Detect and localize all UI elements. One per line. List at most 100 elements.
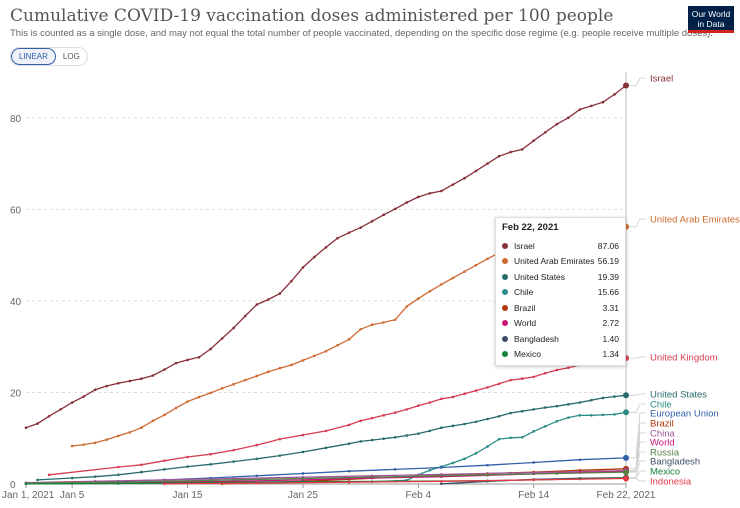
scale-toggle: LINEAR LOG	[10, 47, 88, 66]
tooltip-country-name: Bangladesh	[514, 333, 559, 344]
data-point	[382, 213, 385, 217]
data-point	[290, 363, 293, 367]
label-connector	[629, 478, 646, 482]
label-connector	[629, 403, 646, 413]
data-point	[532, 430, 535, 433]
data-point	[278, 437, 282, 441]
data-point	[93, 388, 97, 391]
data-point	[197, 395, 201, 399]
series-label: United Kingdom	[650, 353, 718, 364]
data-point	[209, 452, 212, 456]
data-point	[440, 479, 443, 483]
data-point	[324, 446, 328, 450]
data-point	[163, 468, 166, 471]
data-point	[613, 93, 616, 96]
data-point	[543, 406, 547, 409]
data-point	[578, 401, 582, 404]
series-label: Bangladesh	[650, 457, 700, 468]
label-connector	[629, 393, 646, 396]
data-point	[393, 411, 397, 414]
tooltip-row: Brazil 3.31	[502, 300, 619, 316]
data-point	[232, 382, 235, 386]
data-point	[440, 283, 443, 286]
data-point	[555, 404, 559, 408]
data-point	[324, 429, 328, 433]
owid-logo[interactable]: Our World in Data	[688, 6, 734, 33]
tooltip-color-dot	[502, 242, 508, 249]
linear-scale-button[interactable]: LINEAR	[11, 48, 56, 65]
series-label: Indonesia	[650, 477, 692, 488]
data-point	[197, 355, 201, 359]
data-point	[243, 378, 247, 382]
data-point	[405, 305, 409, 308]
data-point	[93, 475, 97, 478]
x-tick-label: Jan 15	[173, 490, 203, 501]
data-point	[532, 375, 535, 379]
tooltip-row: Mexico 1.34	[502, 347, 619, 363]
data-point	[451, 424, 455, 428]
hover-tooltip: Feb 22, 2021 Israel 87.06 United Arab Emir…	[495, 217, 626, 366]
data-point	[255, 457, 259, 461]
data-point	[347, 480, 351, 484]
data-point	[509, 378, 512, 382]
data-point	[128, 430, 132, 434]
tooltip-color-dot	[502, 304, 508, 311]
data-point	[59, 408, 62, 411]
series-line-russia	[25, 471, 627, 484]
data-point	[578, 414, 582, 417]
data-point	[532, 139, 535, 142]
series-line-indonesia	[164, 477, 627, 485]
data-point	[509, 436, 512, 440]
data-point	[301, 359, 305, 362]
tooltip-country-name: United States	[514, 271, 566, 282]
data-point	[405, 201, 409, 204]
data-point	[520, 409, 524, 413]
data-point	[417, 432, 420, 435]
data-point	[347, 231, 351, 234]
data-point	[532, 408, 535, 411]
data-point	[393, 318, 397, 321]
data-point	[47, 473, 51, 477]
data-point	[117, 473, 120, 477]
label-connector	[629, 412, 646, 459]
label-connector	[629, 432, 646, 472]
series-line-united-states	[37, 394, 627, 481]
data-point	[440, 466, 443, 469]
data-point	[267, 298, 270, 301]
data-point	[567, 116, 570, 120]
label-connector	[629, 422, 646, 470]
data-point	[209, 479, 212, 482]
data-point	[451, 461, 455, 465]
data-point	[543, 131, 547, 134]
data-point	[520, 377, 524, 381]
data-point	[232, 460, 235, 463]
data-point	[590, 414, 593, 417]
data-point	[70, 444, 74, 448]
data-point	[555, 472, 559, 475]
data-point	[382, 321, 385, 324]
data-point	[36, 478, 39, 482]
data-point	[255, 303, 259, 306]
tooltip-rows: Israel 87.06 United Arab Emirates 56.19 Unit…	[502, 238, 619, 362]
data-point	[105, 438, 109, 441]
data-point	[520, 148, 524, 151]
data-point	[451, 395, 455, 399]
data-point	[509, 411, 512, 415]
x-tick-label: Feb 4	[406, 490, 432, 501]
data-point	[70, 401, 74, 404]
data-point	[613, 395, 616, 398]
series-label: World	[650, 438, 675, 449]
data-point	[601, 396, 605, 400]
data-point	[359, 440, 362, 443]
data-point	[463, 422, 466, 426]
tooltip-row: Chile 15.66	[502, 285, 619, 301]
log-scale-button[interactable]: LOG	[62, 52, 80, 61]
data-point	[497, 414, 501, 418]
data-point	[440, 397, 443, 401]
series-endpoint	[623, 82, 629, 89]
data-point	[440, 189, 443, 193]
data-point	[590, 104, 593, 108]
data-point	[47, 414, 51, 418]
data-point	[451, 183, 455, 186]
data-point	[255, 474, 259, 478]
